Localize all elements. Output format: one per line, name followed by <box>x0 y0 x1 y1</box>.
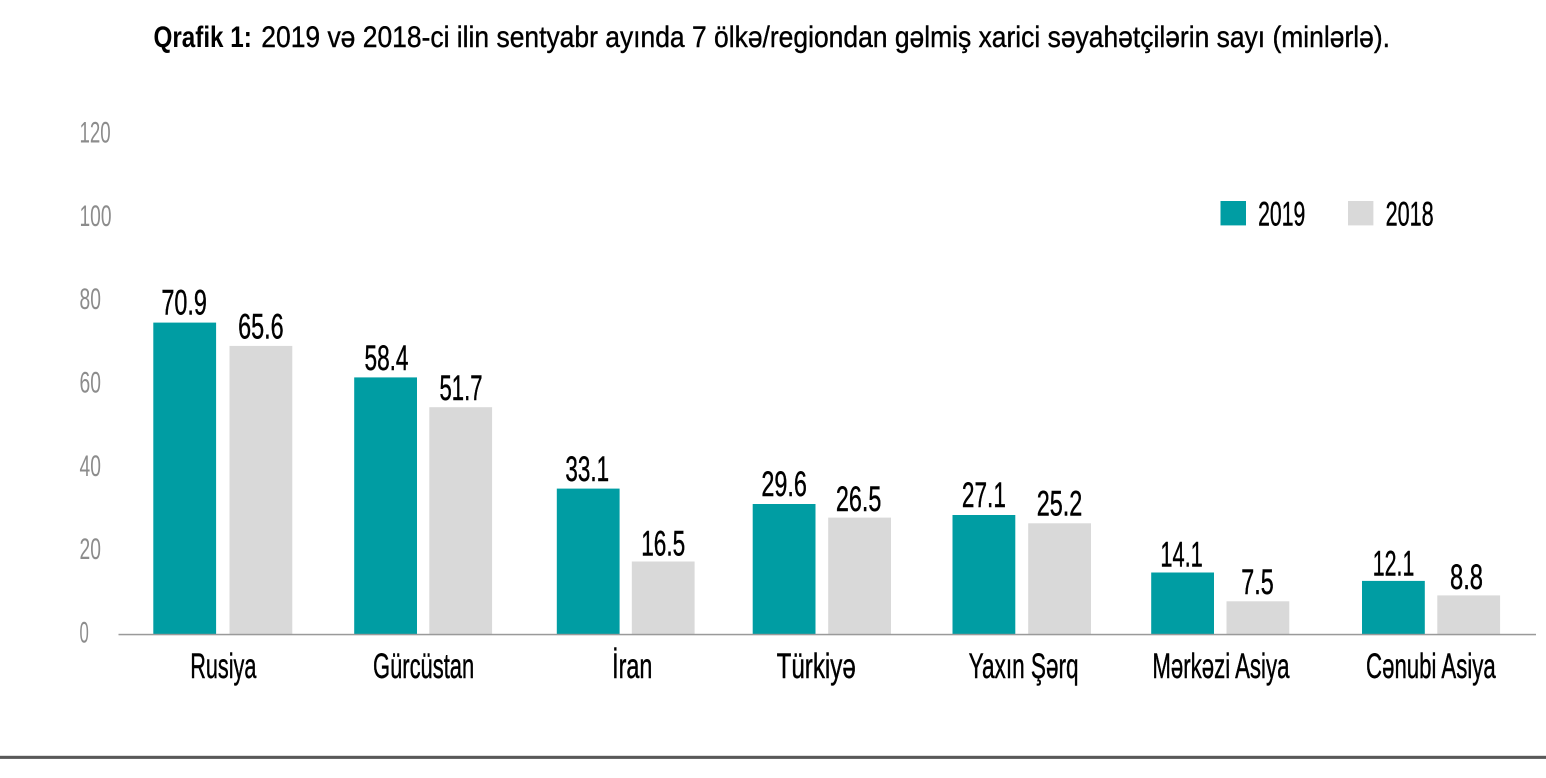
svg-text:Rusiya: Rusiya <box>190 647 256 686</box>
svg-text:65.6: 65.6 <box>238 306 284 346</box>
svg-text:12.1: 12.1 <box>1373 543 1415 583</box>
svg-text:Cənubi Asiya: Cənubi Asiya <box>1366 647 1496 686</box>
svg-text:33.1: 33.1 <box>565 449 609 489</box>
svg-text:60: 60 <box>80 367 101 400</box>
svg-text:14.1: 14.1 <box>1160 534 1202 574</box>
svg-text:16.5: 16.5 <box>641 523 685 563</box>
svg-text:27.1: 27.1 <box>962 475 1006 515</box>
svg-text:Mərkəzi Asiya: Mərkəzi Asiya <box>1152 647 1289 686</box>
svg-text:2019: 2019 <box>1258 195 1305 233</box>
svg-text:2019 və 2018-ci ilin sentyabr: 2019 və 2018-ci ilin sentyabr ayında 7 ö… <box>261 21 1390 54</box>
svg-text:8.8: 8.8 <box>1450 557 1483 597</box>
svg-text:25.2: 25.2 <box>1037 484 1083 524</box>
svg-text:7.5: 7.5 <box>1241 562 1273 602</box>
svg-text:Gürcüstan: Gürcüstan <box>373 647 474 686</box>
svg-text:İran: İran <box>612 647 652 686</box>
svg-text:29.6: 29.6 <box>761 464 807 504</box>
svg-text:80: 80 <box>80 283 101 316</box>
svg-text:2018: 2018 <box>1386 195 1434 233</box>
svg-text:Türkiyə: Türkiyə <box>777 647 856 686</box>
svg-text:58.4: 58.4 <box>365 338 409 378</box>
svg-text:100: 100 <box>80 200 112 233</box>
svg-text:Qrafik 1:: Qrafik 1: <box>154 21 252 54</box>
svg-text:20: 20 <box>80 533 101 566</box>
svg-text:120: 120 <box>80 117 111 150</box>
svg-text:51.7: 51.7 <box>440 368 483 408</box>
svg-text:0: 0 <box>80 617 89 650</box>
svg-text:70.9: 70.9 <box>161 282 207 322</box>
svg-text:Yaxın Şərq: Yaxın Şərq <box>969 647 1079 686</box>
svg-text:40: 40 <box>80 450 101 483</box>
svg-text:26.5: 26.5 <box>836 479 882 519</box>
